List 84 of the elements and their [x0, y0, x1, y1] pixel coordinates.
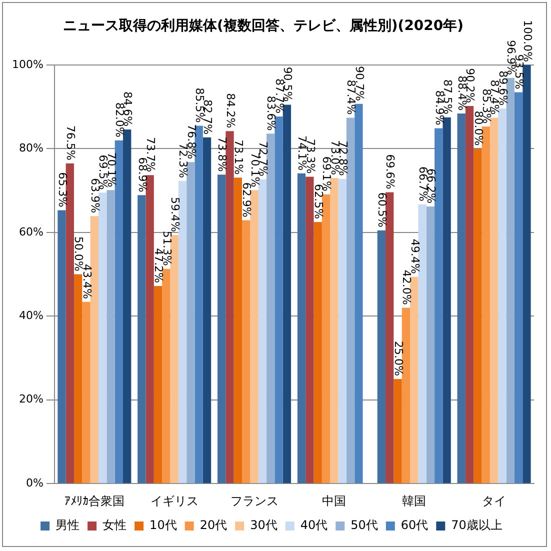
bar — [162, 268, 170, 484]
data-label: 84.2% — [224, 93, 237, 128]
bar — [242, 220, 250, 484]
bar — [402, 308, 410, 484]
bar — [226, 131, 234, 484]
legend-label: 70歳以上 — [451, 518, 502, 532]
legend-label: 30代 — [250, 518, 278, 532]
x-tick-label: イギリス — [150, 494, 198, 508]
bar — [377, 230, 386, 484]
bar — [74, 274, 82, 484]
bar — [274, 116, 283, 484]
y-tick-label: 40% — [18, 309, 44, 322]
data-label: 60.5% — [376, 192, 389, 228]
x-tick-label: タイ — [482, 494, 506, 508]
x-tick-label: フランス — [230, 494, 278, 508]
bar — [482, 126, 490, 484]
bar — [202, 137, 212, 484]
data-label: 65.3% — [56, 172, 69, 208]
bar — [66, 163, 74, 484]
bar — [394, 378, 402, 484]
bar — [514, 92, 523, 484]
bar — [282, 104, 292, 484]
bar — [234, 178, 242, 484]
bar — [410, 276, 418, 484]
bar — [322, 194, 330, 484]
bar — [442, 117, 451, 484]
legend-label: 女性 — [102, 518, 127, 532]
bar — [186, 162, 195, 484]
bar — [354, 104, 363, 484]
bar — [138, 195, 146, 484]
bar — [498, 108, 506, 484]
x-tick-label: ｱﾒﾘｶ合衆国 — [64, 494, 124, 508]
bar — [522, 65, 531, 484]
data-label: 59.4% — [168, 197, 182, 232]
bar — [330, 178, 338, 484]
data-label: 25.0% — [392, 340, 405, 376]
bar — [194, 126, 203, 484]
bar — [338, 178, 346, 484]
bar — [123, 129, 132, 484]
legend-label: 50代 — [350, 518, 378, 532]
legend-label: 男性 — [56, 518, 80, 532]
data-label: 76.5% — [64, 125, 78, 160]
legend-label: 40代 — [300, 518, 328, 532]
bar — [250, 190, 258, 484]
bar — [434, 128, 443, 484]
bar — [170, 234, 178, 484]
y-tick-label: 20% — [18, 392, 44, 406]
x-tick-label: 中国 — [322, 494, 346, 508]
bar — [506, 78, 514, 484]
chart-title: ニュース取得の利用媒体(複数回答、テレビ、属性別)(2020年) — [63, 17, 464, 35]
data-label: 73.1% — [232, 140, 246, 175]
bar — [457, 114, 466, 484]
y-tick-label: 60% — [18, 225, 44, 238]
y-tick-label: 0% — [26, 476, 44, 490]
y-tick-label: 100% — [12, 58, 44, 71]
bar — [386, 192, 394, 484]
data-label: 73.8% — [216, 136, 229, 172]
y-tick-label: 80% — [18, 142, 44, 155]
bar — [465, 106, 474, 484]
bar — [106, 190, 115, 484]
bar — [114, 140, 124, 484]
bar — [314, 222, 322, 484]
bar — [82, 302, 90, 484]
bar — [258, 179, 267, 484]
bar — [154, 286, 162, 484]
bar — [266, 134, 275, 484]
legend-label: 10代 — [150, 518, 177, 532]
bar — [98, 192, 107, 484]
legend-label: 20代 — [200, 518, 228, 532]
bar — [178, 180, 187, 484]
bar — [217, 174, 226, 484]
bar — [146, 175, 154, 484]
bar — [418, 204, 426, 484]
data-label: 69.6% — [384, 154, 397, 190]
legend-label: 60代 — [400, 518, 428, 532]
bar — [426, 206, 435, 484]
bar — [297, 173, 306, 484]
bar — [474, 148, 482, 484]
x-tick-label: 韓国 — [402, 494, 426, 508]
bar — [346, 118, 355, 484]
bar — [58, 210, 66, 484]
bar — [306, 176, 314, 484]
bar — [490, 118, 498, 484]
bar — [90, 216, 98, 484]
